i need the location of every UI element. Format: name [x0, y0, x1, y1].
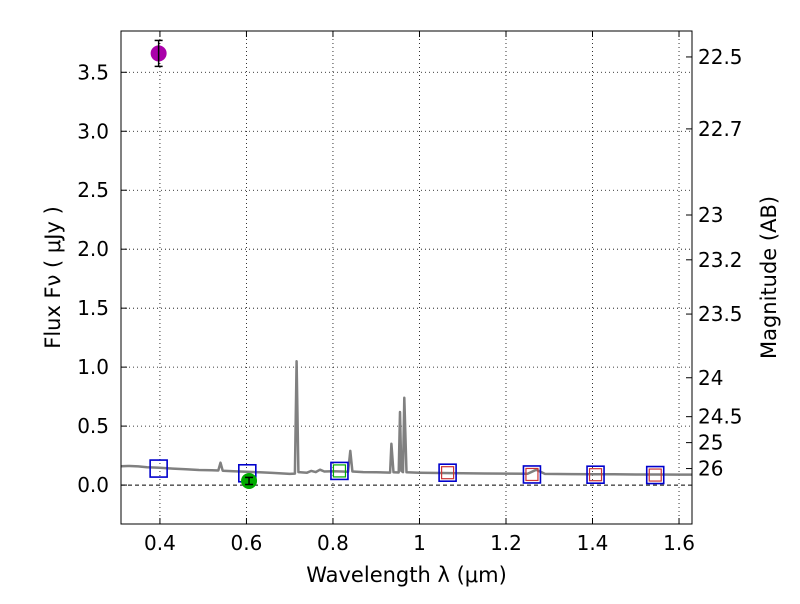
- right-tick-label: 25: [698, 431, 723, 455]
- y-tick-label: 0.0: [77, 473, 109, 497]
- model-photometry-square: [586, 465, 605, 485]
- model-photometry-square: [522, 465, 542, 484]
- inner-square-marker: [588, 468, 603, 482]
- marker-layer: [149, 39, 665, 489]
- x-tick-label: 1: [413, 531, 426, 555]
- right-tick-label: 22.7: [698, 117, 743, 141]
- right-tick-label: 26: [698, 457, 723, 481]
- x-tick-label: 0.4: [144, 531, 176, 555]
- inner-square-marker: [332, 464, 347, 478]
- x-tick-label: 0.8: [317, 531, 349, 555]
- inner-square-marker: [648, 468, 662, 482]
- model-photometry-square: [645, 465, 665, 485]
- right-tick-label: 23.2: [698, 248, 743, 272]
- right-tick-label: 24.5: [698, 405, 743, 429]
- y-tick-label: 0.5: [77, 414, 109, 438]
- y-tick-label: 3.0: [77, 119, 109, 143]
- x-axis-title: Wavelength λ (μm): [306, 563, 507, 587]
- tick-layer: 0.4 0.6 0.8 1 1.2 1.4 1.6 0.0 0.5 1.0 1.5 2.0 2.5 3.0…: [77, 31, 743, 555]
- y-tick-label: 1.0: [77, 355, 109, 379]
- y-tick-label: 2.0: [77, 237, 109, 261]
- right-tick-label: 22.5: [698, 45, 743, 69]
- right-tick-label: 24: [698, 366, 723, 390]
- model-photometry-square: [149, 459, 168, 478]
- x-tick-label: 1.6: [663, 531, 695, 555]
- model-photometry-square: [438, 463, 457, 482]
- y-tick-label: 2.5: [77, 178, 109, 202]
- spectrum-line: [120, 359, 692, 476]
- right-tick-label: 23.5: [698, 302, 743, 326]
- x-tick-label: 0.6: [231, 531, 263, 555]
- inner-square-marker: [440, 466, 455, 480]
- inner-square-marker: [525, 467, 539, 482]
- y-tick-label: 1.5: [77, 296, 109, 320]
- x-tick-label: 1.2: [490, 531, 522, 555]
- y-right-axis-title: Magnitude (AB): [757, 196, 781, 359]
- right-tick-label: 23: [698, 203, 723, 227]
- x-tick-label: 1.4: [577, 531, 609, 555]
- y-tick-label: 3.5: [77, 60, 109, 84]
- y-axis-title: Flux Fν ( μJy ): [41, 206, 65, 349]
- model-photometry-square: [330, 461, 349, 481]
- plot-frame: [120, 30, 693, 525]
- spectrum-layer: [120, 359, 692, 476]
